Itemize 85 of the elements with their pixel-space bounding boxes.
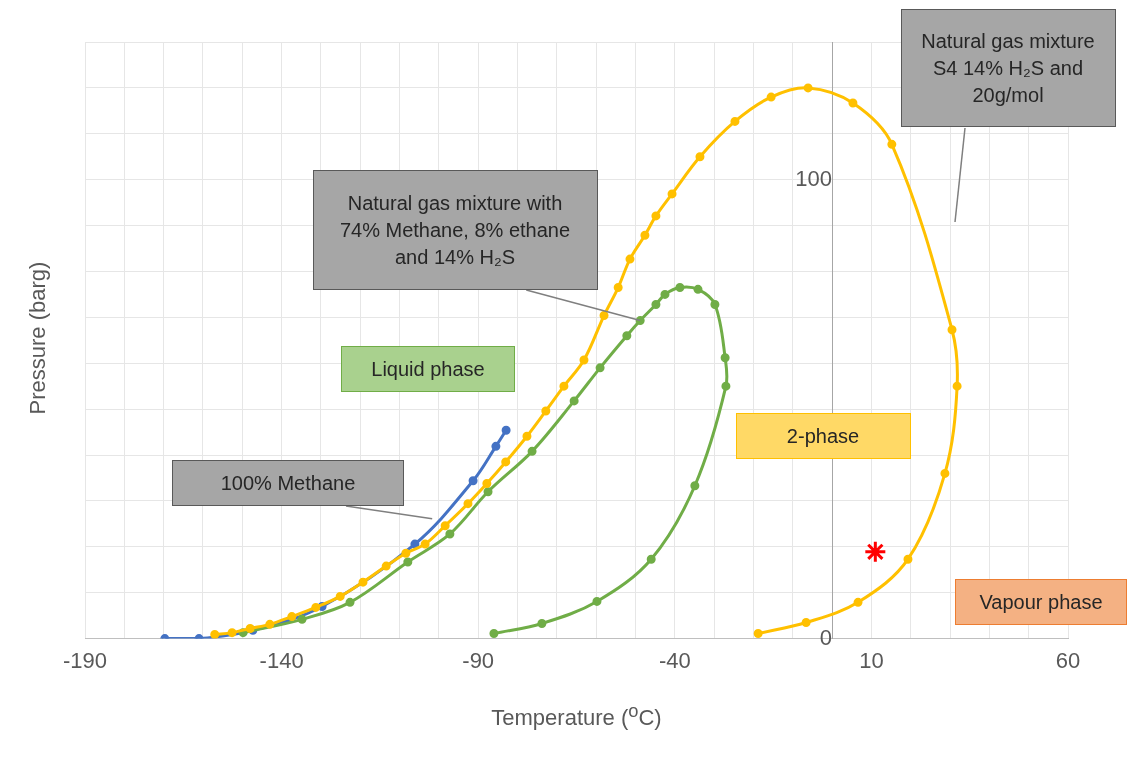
point <box>537 618 547 628</box>
point <box>592 596 602 606</box>
point <box>569 396 579 406</box>
y-tick-label: 100 <box>795 165 833 191</box>
callout-box: Vapour phase <box>955 579 1127 625</box>
point <box>559 381 569 391</box>
point <box>227 628 237 638</box>
point <box>801 618 811 628</box>
point <box>401 548 411 558</box>
annotation: Vapour phase <box>979 589 1103 615</box>
point <box>541 406 551 416</box>
point <box>848 98 858 108</box>
point <box>730 116 740 126</box>
callout-box: Natural gas mixture with 74% Methane, 8% ethane and 14% H₂S <box>312 170 598 290</box>
point <box>491 441 501 451</box>
point <box>693 284 703 294</box>
point <box>660 289 670 299</box>
point <box>651 211 661 221</box>
point <box>482 478 492 488</box>
point <box>463 499 473 509</box>
point <box>721 381 731 391</box>
point <box>720 353 730 363</box>
point <box>640 230 650 240</box>
point <box>753 629 763 639</box>
y-axis-title: Pressure (barg) <box>25 261 51 415</box>
point <box>667 189 677 199</box>
point <box>265 619 275 629</box>
point <box>651 300 661 309</box>
point <box>625 254 635 264</box>
point <box>410 539 420 549</box>
point <box>579 355 589 365</box>
annotation: Liquid phase <box>371 356 485 382</box>
point <box>595 363 605 373</box>
point <box>345 597 355 607</box>
point <box>613 283 623 293</box>
point <box>527 446 537 456</box>
point <box>297 614 307 624</box>
point <box>622 331 632 341</box>
callout-box: 100% Methane <box>172 460 404 506</box>
point <box>381 561 391 571</box>
point <box>675 283 685 293</box>
point <box>903 554 913 564</box>
x-axis-title: Temperature ($^{o}$C) <box>490 700 663 732</box>
callout-box: 2-phase <box>735 413 911 459</box>
point <box>695 152 705 162</box>
point <box>887 139 897 149</box>
point <box>403 557 413 567</box>
x-tick-label: -190 <box>62 647 108 673</box>
point <box>311 602 321 612</box>
point <box>483 487 493 497</box>
point <box>710 300 720 309</box>
x-tick-label: -40 <box>658 647 691 673</box>
point <box>522 431 532 441</box>
annotation: Natural gas mixture S4 14% H₂S and 20g/mol <box>920 28 1096 108</box>
x-tick-label: -140 <box>259 647 304 673</box>
point <box>210 629 220 639</box>
x-tick-label: 10 <box>859 647 884 673</box>
point <box>690 481 700 491</box>
point <box>358 577 368 587</box>
point <box>489 629 499 639</box>
point <box>287 612 297 622</box>
annotation: Natural gas mixture with 74% Methane, 8% ethane and 14% H₂S <box>338 190 572 270</box>
point <box>952 381 962 391</box>
point <box>468 476 478 486</box>
point <box>420 539 430 549</box>
point <box>803 83 813 93</box>
point <box>440 521 450 531</box>
point <box>599 311 609 321</box>
point <box>940 468 950 478</box>
y-tick-label: 0 <box>819 624 833 650</box>
point <box>863 540 887 564</box>
callout-box: Liquid phase <box>341 346 515 392</box>
point <box>335 591 345 601</box>
point <box>445 529 455 539</box>
x-tick-label: 60 <box>1055 647 1081 673</box>
callout-box: Natural gas mixture S4 14% H₂S and 20g/mol <box>900 9 1116 127</box>
point <box>766 92 776 102</box>
point <box>646 554 656 564</box>
annotation: 100% Methane <box>220 470 356 496</box>
point <box>947 325 957 335</box>
annotation: 2-phase <box>786 423 860 449</box>
point <box>501 457 511 467</box>
x-tick-label: -90 <box>462 647 495 673</box>
point <box>853 597 863 607</box>
point <box>501 425 511 435</box>
